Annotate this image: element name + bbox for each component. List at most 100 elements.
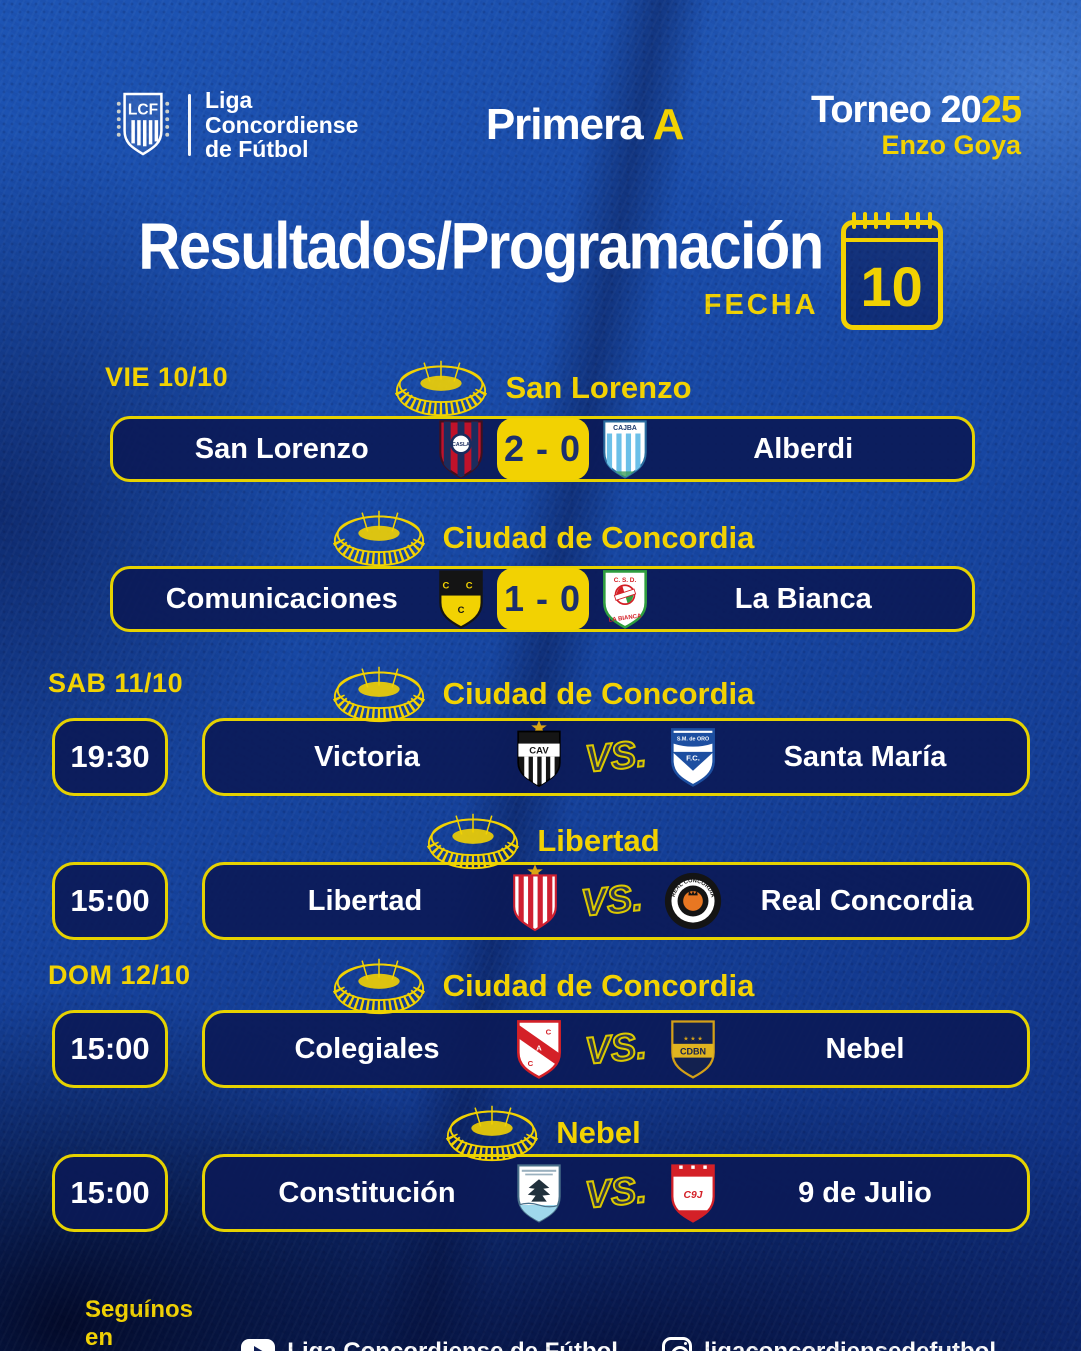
youtube-label: Liga Concordiense de Fútbol — [287, 1338, 618, 1351]
colegiales-crest-icon: C A C — [517, 1020, 561, 1079]
score-badge: 2 - 0 — [496, 418, 589, 480]
lcf-acronym: LCF — [128, 101, 158, 118]
org-name: Liga Concordiense de Fútbol — [205, 87, 359, 163]
match-row: San Lorenzo CASLA 2 - 0 CAJBA Alberdi — [110, 416, 975, 482]
match-group-5: DOM 12/10 Ciudad de Concordia 15:00 Cole… — [0, 954, 1081, 1088]
away-team-name: Real Concordia — [760, 884, 974, 917]
libertad-crest-icon — [513, 864, 557, 932]
stadium-icon — [332, 958, 425, 1015]
stadium-icon — [332, 666, 425, 723]
crest-letter-c1: C — [546, 1027, 552, 1036]
stadium-icon — [395, 360, 488, 417]
footer: Seguínos en nuestras redes Liga Concordi… — [85, 1296, 996, 1351]
crest-acronym: CAV — [529, 746, 549, 757]
org-line-3: de Fútbol — [205, 136, 309, 163]
brand-divider — [188, 94, 191, 156]
page-title: Resultados/Programación — [138, 209, 824, 284]
alberdi-crest-icon: CAJBA — [602, 420, 647, 479]
match-row: Comunicaciones C C C 1 - 0 C. S. D. LA B… — [110, 566, 975, 632]
calendar-rings — [851, 212, 932, 229]
nebel-crest-icon: ★ ★ ★ CDBN — [671, 1020, 715, 1079]
crest-letter-bottom: C — [457, 605, 464, 616]
venue-name: Nebel — [556, 1115, 641, 1150]
vs-label: VS. — [582, 1023, 649, 1073]
match-group-1: VIE 10/10 San Lorenzo San Lorenzo CASLA … — [0, 356, 1081, 482]
crest-top-text: S.M. de ORO — [677, 737, 709, 743]
title-block: Resultados/Programación FECHA 10 — [0, 208, 1081, 330]
division-accent: A — [652, 100, 685, 149]
tournament-name: Torneo 2025 — [810, 88, 1022, 131]
match-group-3: SAB 11/10 Ciudad de Concordia 19:30 Vict… — [0, 662, 1081, 796]
division-main: Primera — [485, 100, 644, 149]
venue-name: Ciudad de Concordia — [442, 520, 755, 555]
league-brand: LCF Liga Concordiense de Fútbol — [112, 87, 358, 163]
instagram-label: ligaconcordiensedefutbol — [704, 1338, 996, 1351]
stadium-icon — [332, 510, 425, 567]
instagram-icon — [661, 1337, 692, 1351]
constitucion-crest-icon — [517, 1164, 561, 1223]
youtube-channel: Liga Concordiense de Fútbol — [241, 1338, 618, 1351]
home-team-name: Colegiales — [294, 1032, 440, 1065]
la-bianca-crest-icon: C. S. D. LA BIANCA — [602, 570, 647, 629]
match-group-6: Nebel 15:00 Constitución VS. — [0, 1104, 1081, 1232]
crest-letter-c2: C — [528, 1059, 534, 1068]
match-row: Libertad VS. REAL CONCORDIA — [202, 862, 1030, 940]
crest-acronym: CAJBA — [613, 425, 637, 432]
crest-letters-top: C C — [442, 581, 479, 592]
san-lorenzo-crest-icon: CASLA — [438, 420, 483, 479]
match-group-4: Libertad 15:00 Libertad VS. — [0, 812, 1081, 940]
tournament-subtitle: Enzo Goya — [881, 129, 1021, 160]
stadium-icon — [446, 1105, 539, 1162]
day-label: SAB 11/10 — [48, 668, 184, 698]
calendar-icon: 10 — [840, 212, 943, 330]
match-group-2: Ciudad de Concordia Comunicaciones C C C… — [0, 506, 1081, 632]
venue-name: San Lorenzo — [505, 370, 692, 405]
away-team-name: Alberdi — [753, 432, 854, 465]
crest-monogram: CASLA — [452, 442, 470, 448]
home-team-name: San Lorenzo — [194, 432, 369, 465]
victoria-crest-icon: CAV — [517, 720, 561, 788]
kickoff-time: 15:00 — [52, 1010, 168, 1088]
away-team-name: 9 de Julio — [798, 1176, 932, 1209]
day-label: VIE 10/10 — [105, 362, 229, 392]
vs-label: VS. — [578, 875, 645, 925]
header: LCF Liga Concordiense de Fútbol Primera A… — [112, 82, 1022, 168]
youtube-icon — [241, 1339, 276, 1351]
away-team-name: Nebel — [825, 1032, 905, 1065]
fecha-label: FECHA — [703, 289, 819, 321]
away-team-name: La Bianca — [734, 582, 872, 615]
away-team-name: Santa María — [783, 740, 947, 773]
nueve-de-julio-crest-icon: C9J — [671, 1164, 715, 1223]
crest-letter-a: A — [536, 1044, 542, 1053]
kickoff-time: 15:00 — [52, 1154, 168, 1232]
venue-name: Libertad — [537, 823, 660, 858]
tournament: Torneo 2025 Enzo Goya — [810, 88, 1022, 160]
stadium-icon — [427, 813, 520, 870]
crest-acronym: CDBN — [680, 1047, 706, 1057]
tournament-main: Torneo 20 — [810, 88, 982, 131]
org-line-2: Concordiense — [205, 111, 359, 138]
crest-name: LA BIANCA — [608, 613, 642, 624]
home-team-name: Libertad — [307, 884, 423, 917]
org-line-1: Liga — [205, 87, 253, 114]
lcf-shield-logo: LCF — [116, 92, 170, 156]
venue-name: Ciudad de Concordia — [442, 676, 755, 711]
division-title: Primera A — [358, 100, 811, 150]
instagram-account: ligaconcordiensedefutbol — [661, 1337, 996, 1351]
venue-name: Ciudad de Concordia — [442, 968, 755, 1003]
real-concordia-crest-icon: REAL CONCORDIA — [664, 872, 722, 930]
crest-monogram: C9J — [684, 1190, 703, 1201]
match-row: Colegiales C A C VS. ★ ★ ★ CDBN — [202, 1010, 1030, 1088]
day-label: DOM 12/10 — [48, 960, 191, 990]
santa-maria-crest-icon: S.M. de ORO F.C. — [671, 728, 715, 787]
match-row: Constitución VS. — [202, 1154, 1030, 1232]
home-team-name: Constitución — [278, 1176, 456, 1209]
follow-text: Seguínos en nuestras redes — [85, 1296, 194, 1351]
match-row: Victoria CAV VS. S — [202, 718, 1030, 796]
kickoff-time: 15:00 — [52, 862, 168, 940]
crest-stars: ★ ★ ★ — [683, 1035, 703, 1042]
home-team-name: Comunicaciones — [165, 582, 398, 615]
kickoff-time: 19:30 — [52, 718, 168, 796]
vs-label: VS. — [582, 1167, 649, 1217]
